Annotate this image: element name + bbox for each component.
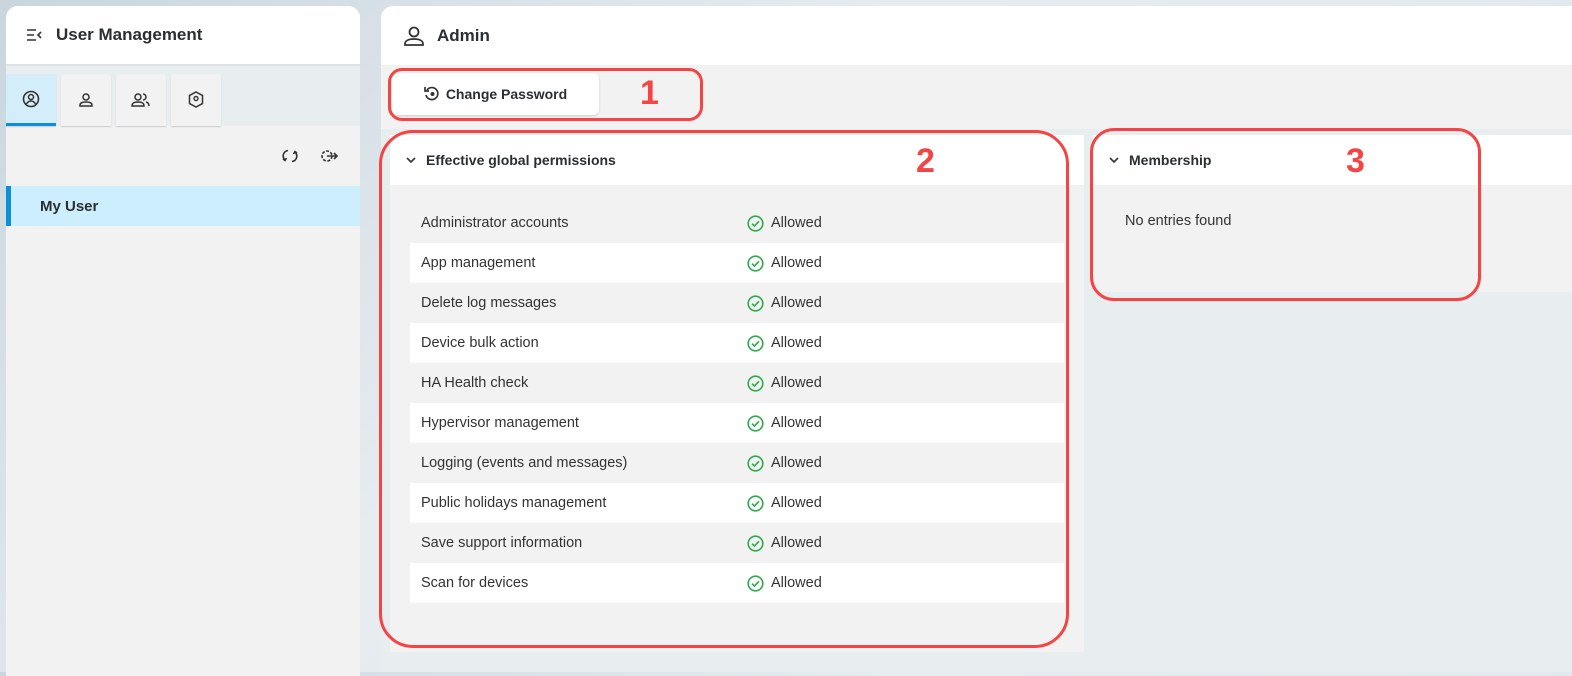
permission-status: Allowed — [747, 454, 822, 472]
permission-status-label: Allowed — [771, 295, 822, 311]
permission-status-label: Allowed — [771, 215, 822, 231]
permission-status: Allowed — [747, 414, 822, 432]
user-circle-icon — [22, 90, 40, 107]
sidebar: User Management My User — [6, 6, 360, 676]
permission-status: Allowed — [747, 374, 822, 392]
sidebar-tabs — [6, 66, 360, 126]
change-password-label: Change Password — [445, 86, 568, 102]
permission-status: Allowed — [747, 494, 822, 512]
sidebar-item-label: My User — [40, 197, 99, 215]
check-circle-icon — [747, 534, 764, 552]
annotation-number-1: 1 — [640, 74, 659, 112]
membership-empty-text: No entries found — [1125, 213, 1232, 229]
permission-status-label: Allowed — [771, 495, 822, 511]
permission-status-label: Allowed — [771, 335, 822, 351]
check-circle-icon — [747, 294, 764, 312]
check-circle-icon — [747, 374, 764, 392]
user-icon — [404, 26, 424, 46]
chevron-down-icon — [1109, 157, 1119, 164]
annotation-number-2: 2 — [916, 142, 935, 180]
permission-status-label: Allowed — [771, 255, 822, 271]
membership-header[interactable]: Membership — [1093, 135, 1572, 185]
permission-status: Allowed — [747, 334, 822, 352]
permission-row: Hypervisor management Allowed — [410, 403, 1064, 443]
settings-export-icon[interactable] — [320, 148, 338, 164]
permissions-title: Effective global permissions — [426, 152, 616, 168]
permission-row: Public holidays management Allowed — [410, 483, 1064, 523]
check-circle-icon — [747, 254, 764, 272]
change-password-button[interactable]: Change Password — [392, 73, 599, 115]
sidebar-item-my-user[interactable]: My User — [6, 186, 360, 226]
permissions-panel: Effective global permissions Administrat… — [390, 135, 1084, 652]
permission-row: Administrator accounts Allowed — [410, 203, 1064, 243]
toolbar: Change Password — [381, 65, 1572, 129]
permission-status-label: Allowed — [771, 455, 822, 471]
permission-row: Save support information Allowed — [410, 523, 1064, 563]
permission-row: Logging (events and messages) Allowed — [410, 443, 1064, 483]
permission-name: Scan for devices — [421, 575, 529, 591]
permission-status: Allowed — [747, 294, 822, 312]
permission-name: Public holidays management — [421, 495, 607, 511]
permission-status: Allowed — [747, 254, 822, 272]
sidebar-tools — [6, 126, 360, 186]
users-icon — [131, 93, 150, 107]
check-circle-icon — [747, 574, 764, 592]
check-circle-icon — [747, 214, 764, 232]
permission-name: App management — [421, 255, 536, 271]
role-shield-icon — [188, 91, 204, 108]
page-title: Admin — [437, 25, 490, 45]
sidebar-header: User Management — [6, 6, 360, 66]
check-circle-icon — [747, 494, 764, 512]
check-circle-icon — [747, 414, 764, 432]
permission-row: App management Allowed — [410, 243, 1064, 283]
permission-name: HA Health check — [421, 375, 529, 391]
permission-name: Administrator accounts — [421, 215, 569, 231]
membership-title: Membership — [1129, 152, 1212, 168]
permission-row: Scan for devices Allowed — [410, 563, 1064, 603]
sidebar-title: User Management — [56, 25, 203, 44]
tab-my-user[interactable] — [6, 74, 56, 126]
permission-status-label: Allowed — [771, 415, 822, 431]
chevron-down-icon — [406, 157, 416, 164]
collapse-menu-icon[interactable] — [26, 28, 42, 42]
permission-row: Delete log messages Allowed — [410, 283, 1064, 323]
user-icon — [79, 93, 93, 107]
permission-status: Allowed — [747, 214, 822, 232]
permission-status: Allowed — [747, 534, 822, 552]
permissions-list: Administrator accounts Allowed App managem… — [410, 203, 1064, 603]
refresh-icon[interactable] — [282, 148, 298, 164]
permission-status-label: Allowed — [771, 375, 822, 391]
check-circle-icon — [747, 454, 764, 472]
permission-status-label: Allowed — [771, 535, 822, 551]
permission-status-label: Allowed — [771, 575, 822, 591]
permission-name: Delete log messages — [421, 295, 557, 311]
tab-groups[interactable] — [116, 74, 166, 126]
reset-password-icon — [423, 86, 439, 101]
permission-name: Logging (events and messages) — [421, 455, 628, 471]
tab-roles[interactable] — [171, 74, 221, 126]
membership-panel: Membership No entries found — [1093, 135, 1572, 292]
main-header: Admin — [381, 6, 1572, 65]
tab-users[interactable] — [61, 74, 111, 126]
check-circle-icon — [747, 334, 764, 352]
permission-name: Hypervisor management — [421, 415, 579, 431]
permission-status: Allowed — [747, 574, 822, 592]
annotation-number-3: 3 — [1346, 142, 1365, 180]
permission-row: Device bulk action Allowed — [410, 323, 1064, 363]
permission-name: Device bulk action — [421, 335, 539, 351]
permission-row: HA Health check Allowed — [410, 363, 1064, 403]
permissions-header[interactable]: Effective global permissions — [390, 135, 1084, 185]
permission-name: Save support information — [421, 535, 583, 551]
